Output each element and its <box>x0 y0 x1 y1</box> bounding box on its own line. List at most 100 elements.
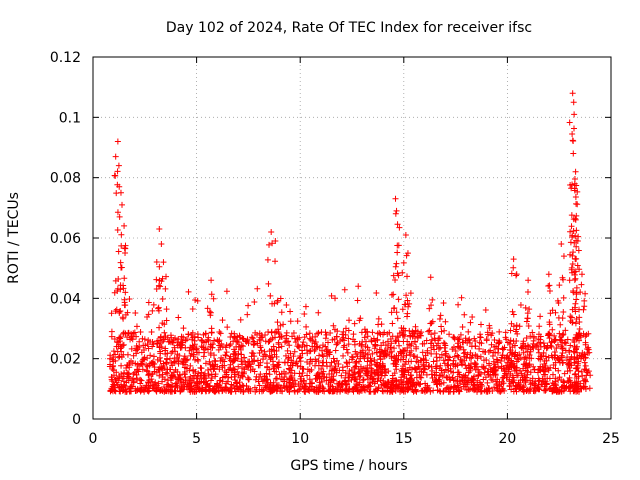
data-point <box>289 333 296 340</box>
data-point <box>162 351 169 358</box>
data-point <box>156 225 163 232</box>
data-point <box>333 333 340 340</box>
data-point <box>193 346 200 353</box>
data-point <box>405 378 412 385</box>
data-point <box>427 388 434 395</box>
data-point <box>180 379 187 386</box>
data-point <box>420 369 427 376</box>
data-point <box>475 366 482 373</box>
data-point <box>344 360 351 367</box>
data-point <box>382 350 389 357</box>
data-point <box>138 377 145 384</box>
data-point <box>126 364 133 371</box>
data-point <box>156 337 162 344</box>
data-point <box>492 371 499 378</box>
data-point <box>216 382 223 389</box>
data-point <box>211 382 218 389</box>
data-point <box>303 331 310 338</box>
data-point <box>266 371 273 378</box>
data-point <box>163 369 170 376</box>
data-point <box>418 374 425 381</box>
data-point <box>228 330 235 337</box>
data-point <box>390 291 397 298</box>
data-point <box>237 374 244 381</box>
data-point <box>244 311 251 318</box>
data-point <box>254 357 261 364</box>
data-point <box>537 363 544 370</box>
data-point <box>389 320 396 327</box>
data-point <box>524 342 531 349</box>
data-point <box>571 180 578 187</box>
data-point <box>350 331 357 338</box>
data-point <box>440 379 447 386</box>
data-point <box>156 324 163 331</box>
data-point <box>508 320 515 327</box>
data-point <box>578 271 585 278</box>
data-point <box>291 388 298 395</box>
data-point <box>503 362 510 369</box>
data-point <box>259 333 266 340</box>
data-point <box>319 351 326 358</box>
data-point <box>557 337 564 344</box>
data-point <box>462 349 469 356</box>
data-point <box>465 328 472 335</box>
data-point <box>160 259 167 266</box>
data-point <box>546 288 553 295</box>
data-point <box>566 348 573 355</box>
data-point <box>325 339 331 346</box>
y-tick-label: 0 <box>72 412 81 428</box>
data-point <box>179 358 186 365</box>
data-point <box>334 339 341 346</box>
data-point <box>506 378 513 385</box>
data-point <box>486 388 493 395</box>
data-point <box>535 355 542 362</box>
data-point <box>569 181 576 188</box>
data-point <box>187 380 194 387</box>
data-point <box>546 375 553 382</box>
data-point <box>582 362 589 369</box>
data-point <box>431 330 438 337</box>
data-point <box>568 223 575 230</box>
data-point <box>395 296 402 303</box>
data-point <box>264 256 271 263</box>
data-point <box>390 382 397 389</box>
data-point <box>585 368 592 375</box>
data-point <box>295 343 302 350</box>
data-point <box>360 377 367 384</box>
data-point <box>385 378 392 385</box>
data-point <box>118 348 125 355</box>
data-point <box>242 359 249 366</box>
data-point <box>391 370 398 377</box>
data-point <box>389 333 396 340</box>
data-point <box>571 276 578 283</box>
data-point <box>276 330 283 337</box>
data-point <box>435 340 442 347</box>
data-point <box>114 209 121 216</box>
data-point <box>416 371 423 378</box>
data-point <box>130 378 137 385</box>
data-point <box>491 364 498 371</box>
data-point <box>231 371 238 378</box>
data-point <box>582 339 589 346</box>
data-point <box>523 318 530 325</box>
data-point <box>282 352 289 359</box>
data-point <box>345 327 352 334</box>
data-point <box>239 335 246 342</box>
data-point <box>568 212 575 219</box>
data-point <box>125 377 132 384</box>
data-point <box>328 292 335 299</box>
chart-title: Day 102 of 2024, Rate Of TEC Index for r… <box>166 20 532 36</box>
data-point <box>531 380 538 387</box>
data-point <box>440 299 447 306</box>
data-point <box>507 337 514 344</box>
data-point <box>403 292 410 299</box>
data-point <box>194 356 201 363</box>
data-point <box>426 327 433 334</box>
data-point <box>278 343 285 350</box>
data-point <box>158 241 165 248</box>
data-point <box>272 375 279 382</box>
data-point <box>576 325 583 332</box>
data-point <box>460 350 467 357</box>
data-point <box>237 384 244 391</box>
data-point <box>187 362 194 369</box>
